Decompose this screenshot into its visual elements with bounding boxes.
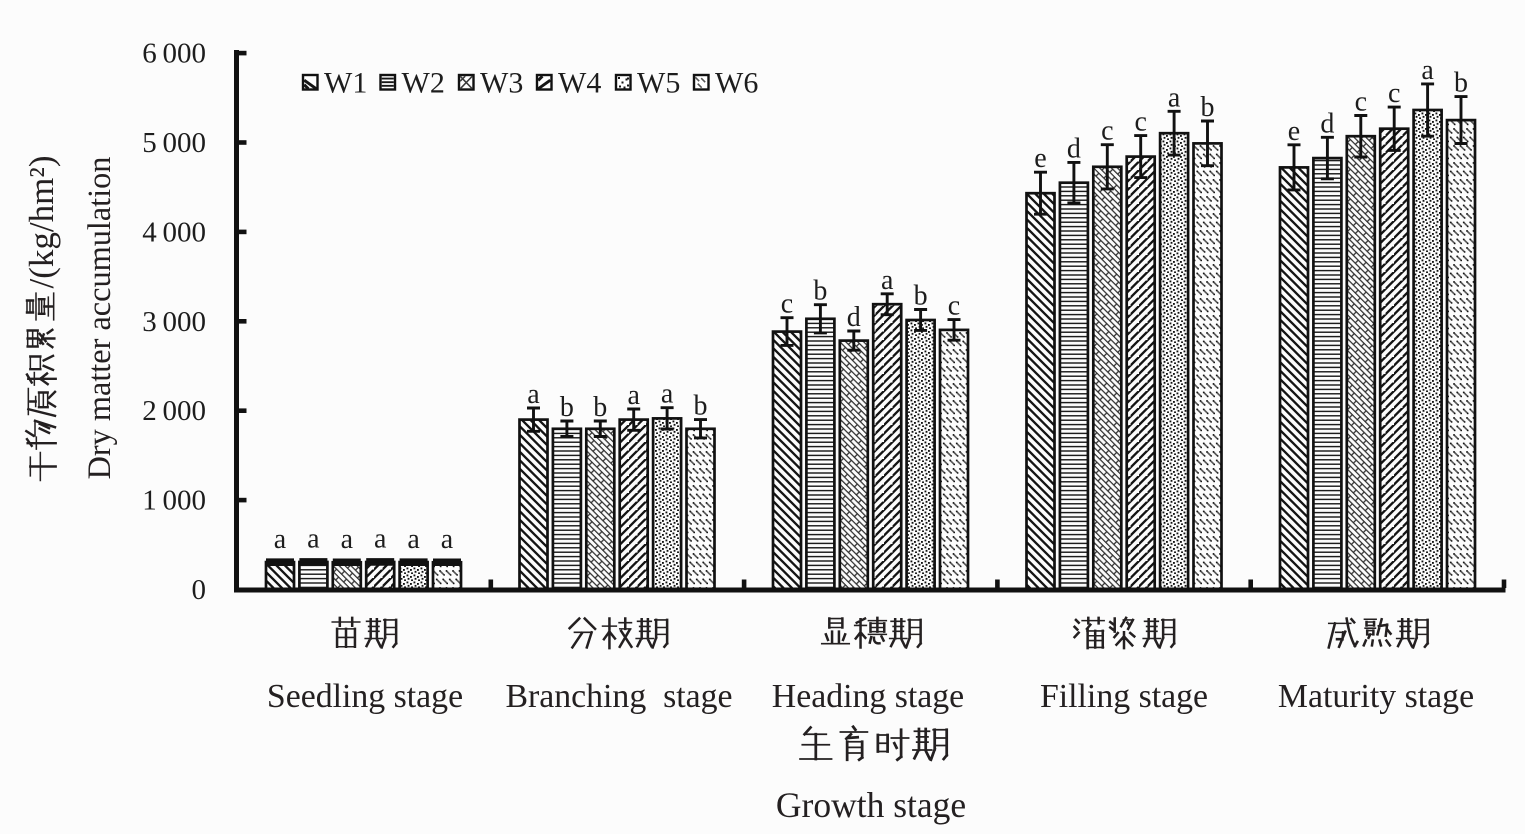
- svg-text:Maturity stage: Maturity stage: [1278, 678, 1474, 715]
- svg-text:b: b: [813, 276, 827, 307]
- svg-text:a: a: [627, 380, 640, 411]
- svg-text:c: c: [948, 291, 960, 322]
- svg-text:d: d: [847, 302, 861, 333]
- svg-text:W3: W3: [480, 67, 523, 100]
- svg-text:Dry matter accumulation: Dry matter accumulation: [81, 157, 117, 480]
- svg-text:6 000: 6 000: [142, 38, 206, 70]
- svg-text:Branching stage: Branching stage: [505, 678, 732, 715]
- svg-text:W1: W1: [324, 67, 367, 100]
- svg-text:a: a: [1421, 55, 1434, 86]
- svg-text:a: a: [1168, 82, 1181, 113]
- svg-text:a: a: [441, 524, 454, 555]
- svg-text:a: a: [661, 379, 674, 410]
- svg-text:a: a: [407, 524, 420, 555]
- svg-text:W6: W6: [715, 67, 758, 100]
- svg-text:W5: W5: [637, 67, 680, 100]
- svg-text:0: 0: [192, 574, 207, 606]
- svg-text:Seedling stage: Seedling stage: [267, 678, 463, 715]
- svg-text:e: e: [1034, 143, 1046, 174]
- svg-text:d: d: [1067, 133, 1081, 164]
- svg-text:b: b: [1454, 68, 1468, 99]
- svg-text:a: a: [341, 524, 354, 555]
- svg-text:c: c: [1101, 116, 1113, 147]
- svg-text:W4: W4: [558, 67, 601, 100]
- svg-text:d: d: [1320, 108, 1334, 139]
- svg-text:a: a: [527, 379, 540, 410]
- svg-text:c: c: [1355, 87, 1367, 118]
- svg-text:5 000: 5 000: [142, 127, 206, 159]
- svg-text:b: b: [914, 281, 928, 312]
- svg-text:e: e: [1288, 116, 1300, 147]
- svg-text:Heading stage: Heading stage: [772, 678, 964, 715]
- svg-text:W2: W2: [402, 67, 445, 100]
- svg-text:1 000: 1 000: [142, 485, 206, 517]
- svg-text:a: a: [374, 524, 387, 555]
- svg-text:c: c: [781, 289, 793, 320]
- svg-text:3 000: 3 000: [142, 306, 206, 338]
- svg-text:b: b: [694, 391, 708, 422]
- svg-text:c: c: [1388, 78, 1400, 109]
- svg-text:Growth stage: Growth stage: [776, 785, 966, 825]
- svg-text:b: b: [560, 392, 574, 423]
- svg-text:Filling stage: Filling stage: [1040, 678, 1208, 715]
- svg-text:a: a: [307, 524, 320, 555]
- svg-text:b: b: [1201, 92, 1215, 123]
- svg-text:a: a: [881, 265, 894, 296]
- svg-text:c: c: [1134, 107, 1146, 138]
- svg-text:2 000: 2 000: [142, 395, 206, 427]
- svg-text:a: a: [274, 524, 287, 555]
- svg-text:4 000: 4 000: [142, 216, 206, 248]
- svg-text:/(kg/hm²): /(kg/hm²): [22, 156, 61, 289]
- svg-text:b: b: [593, 392, 607, 423]
